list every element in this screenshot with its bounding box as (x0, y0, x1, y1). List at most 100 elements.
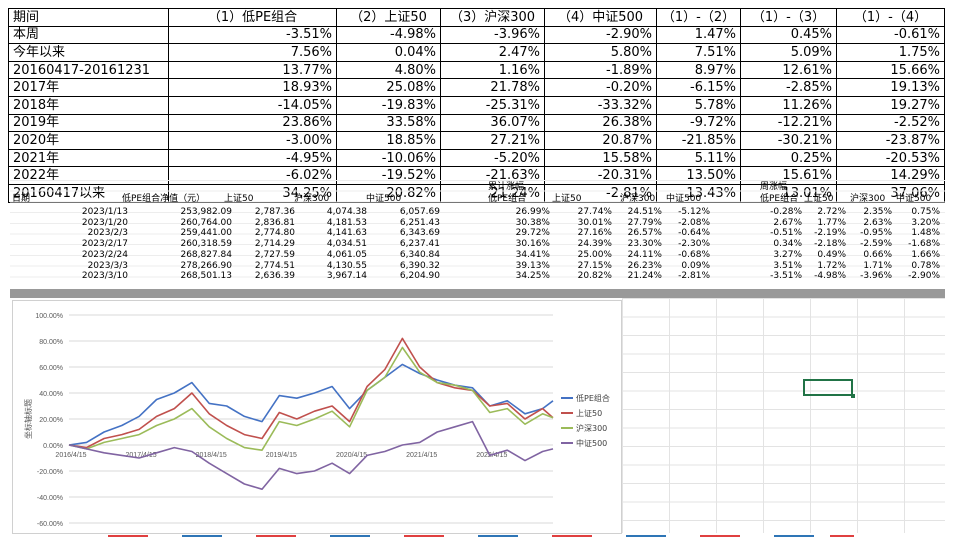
daily-value-cell[interactable]: 2,836.81 (254, 217, 295, 228)
daily-date-cell[interactable]: 2023/3/3 (87, 260, 128, 271)
daily-header-cell[interactable]: 中证500 (666, 194, 702, 204)
daily-value-cell[interactable]: 27.16% (577, 228, 612, 239)
daily-date-cell[interactable]: 2023/2/24 (81, 249, 128, 260)
daily-value-cell[interactable]: -3.51% (770, 271, 802, 282)
daily-value-cell[interactable]: 4,034.51 (326, 239, 367, 250)
daily-value-cell[interactable]: 3.51% (773, 260, 802, 271)
daily-header-cell[interactable]: 低PE组合 (488, 194, 527, 204)
perf-value-cell[interactable]: 18.93% (168, 78, 337, 97)
daily-value-cell[interactable]: 0.66% (863, 249, 892, 260)
daily-header-cell[interactable]: 沪深300 (620, 194, 656, 204)
perf-value-cell[interactable]: 19.13% (836, 78, 945, 97)
daily-value-cell[interactable]: 24.11% (627, 249, 662, 260)
daily-value-cell[interactable]: 29.72% (515, 228, 550, 239)
daily-value-cell[interactable]: 27.79% (627, 217, 662, 228)
perf-value-cell[interactable]: 0.45% (740, 25, 837, 45)
daily-value-cell[interactable]: 30.01% (577, 217, 612, 228)
perf-value-cell[interactable]: -21.85% (656, 131, 741, 150)
daily-header-cell[interactable]: 上证50 (224, 194, 254, 204)
daily-value-cell[interactable]: 4,074.38 (326, 207, 367, 217)
daily-value-cell[interactable]: 6,237.41 (399, 239, 440, 250)
daily-value-cell[interactable]: 6,251.43 (399, 217, 440, 228)
perf-value-cell[interactable]: -2.52% (836, 113, 945, 133)
perf-value-cell[interactable]: 7.51% (656, 43, 741, 62)
daily-value-cell[interactable]: 278,266.90 (180, 260, 232, 271)
perf-value-cell[interactable]: -2.90% (544, 25, 657, 45)
perf-value-cell[interactable]: 1.16% (440, 60, 545, 80)
perf-value-cell[interactable]: 13.77% (168, 60, 337, 80)
perf-value-cell[interactable]: -4.95% (168, 148, 337, 168)
weekly-group-label[interactable]: 周涨幅 (760, 182, 788, 192)
daily-value-cell[interactable]: 1.66% (911, 249, 940, 260)
perf-value-cell[interactable]: 27.21% (440, 131, 545, 150)
daily-value-cell[interactable]: 2.67% (773, 217, 802, 228)
daily-value-cell[interactable]: 25.00% (577, 249, 612, 260)
perf-value-cell[interactable]: -4.98% (336, 25, 441, 45)
daily-header-cell[interactable]: 沪深300 (850, 194, 886, 204)
perf-value-cell[interactable]: -23.87% (836, 131, 945, 150)
daily-value-cell[interactable]: 1.72% (817, 260, 846, 271)
perf-value-cell[interactable]: 20.87% (544, 131, 657, 150)
perf-value-cell[interactable]: -5.20% (440, 148, 545, 168)
cumulative-return-chart[interactable]: 100.00% 80.00% 60.00% 40.00% 20.00% 0.00% -20.… (12, 300, 622, 534)
daily-value-cell[interactable]: 260,764.00 (180, 217, 232, 228)
perf-value-cell[interactable]: -25.31% (440, 95, 545, 115)
perf-value-cell[interactable]: 18.85% (336, 131, 441, 150)
daily-value-cell[interactable]: 2.35% (863, 207, 892, 217)
cumulative-group-label[interactable]: 累计涨幅 (488, 182, 525, 192)
daily-date-cell[interactable]: 2023/1/20 (81, 217, 128, 228)
sheet-tab[interactable] (478, 535, 518, 542)
perf-value-cell[interactable]: 5.78% (656, 95, 741, 115)
daily-value-cell[interactable]: -2.30% (678, 239, 710, 250)
daily-value-cell[interactable]: 0.09% (681, 260, 710, 271)
perf-value-cell[interactable]: -3.00% (168, 131, 337, 150)
sheet-tab[interactable] (182, 535, 222, 542)
perf-header-cell[interactable]: （1）-（3） (740, 8, 837, 27)
daily-value-cell[interactable]: 26.57% (627, 228, 662, 239)
daily-value-cell[interactable]: 34.25% (515, 271, 550, 282)
perf-value-cell[interactable]: 8.97% (656, 60, 741, 80)
daily-value-cell[interactable]: -0.68% (678, 249, 710, 260)
daily-value-cell[interactable]: 260,318.59 (180, 239, 232, 250)
daily-value-cell[interactable]: 4,141.63 (326, 228, 367, 239)
daily-value-cell[interactable]: 3.27% (773, 249, 802, 260)
perf-header-cell[interactable]: （4）中证500 (544, 8, 657, 27)
daily-value-cell[interactable]: 1.48% (911, 228, 940, 239)
perf-period-cell[interactable]: 今年以来 (8, 43, 169, 62)
perf-value-cell[interactable]: -6.15% (656, 78, 741, 97)
daily-value-cell[interactable]: 268,501.13 (180, 271, 232, 282)
daily-value-cell[interactable]: 34.41% (515, 249, 550, 260)
daily-value-cell[interactable]: 0.49% (817, 249, 846, 260)
perf-value-cell[interactable]: -1.89% (544, 60, 657, 80)
daily-value-cell[interactable]: -3.96% (860, 271, 892, 282)
daily-value-cell[interactable]: -0.95% (860, 228, 892, 239)
perf-value-cell[interactable]: -9.72% (656, 113, 741, 133)
daily-date-cell[interactable]: 2023/2/17 (81, 239, 128, 250)
perf-value-cell[interactable]: 36.07% (440, 113, 545, 133)
sheet-tab[interactable] (700, 535, 740, 542)
daily-value-cell[interactable]: 3,967.14 (326, 271, 367, 282)
perf-period-cell[interactable]: 2019年 (8, 113, 169, 133)
perf-value-cell[interactable]: 25.08% (336, 78, 441, 97)
perf-header-cell[interactable]: （1）-（4） (836, 8, 945, 27)
perf-header-cell[interactable]: （2）上证50 (336, 8, 441, 27)
perf-value-cell[interactable]: 5.80% (544, 43, 657, 62)
daily-value-cell[interactable]: 2,774.51 (254, 260, 295, 271)
daily-value-cell[interactable]: -2.59% (860, 239, 892, 250)
daily-header-cell[interactable]: 沪深300 (294, 194, 330, 204)
daily-value-cell[interactable]: -0.28% (770, 207, 802, 217)
daily-value-cell[interactable]: 0.75% (911, 207, 940, 217)
daily-value-cell[interactable]: 0.78% (911, 260, 940, 271)
perf-value-cell[interactable]: -0.61% (836, 25, 945, 45)
perf-period-cell[interactable]: 本周 (8, 25, 169, 45)
daily-value-cell[interactable]: 1.77% (817, 217, 846, 228)
perf-value-cell[interactable]: 4.80% (336, 60, 441, 80)
perf-value-cell[interactable]: -12.21% (740, 113, 837, 133)
perf-value-cell[interactable]: 2.47% (440, 43, 545, 62)
daily-value-cell[interactable]: 2,727.59 (254, 249, 295, 260)
daily-value-cell[interactable]: 2.63% (863, 217, 892, 228)
daily-value-cell[interactable]: 2,774.80 (254, 228, 295, 239)
perf-value-cell[interactable]: -3.96% (440, 25, 545, 45)
daily-value-cell[interactable]: -4.98% (814, 271, 846, 282)
daily-value-cell[interactable]: 6,390.32 (399, 260, 440, 271)
